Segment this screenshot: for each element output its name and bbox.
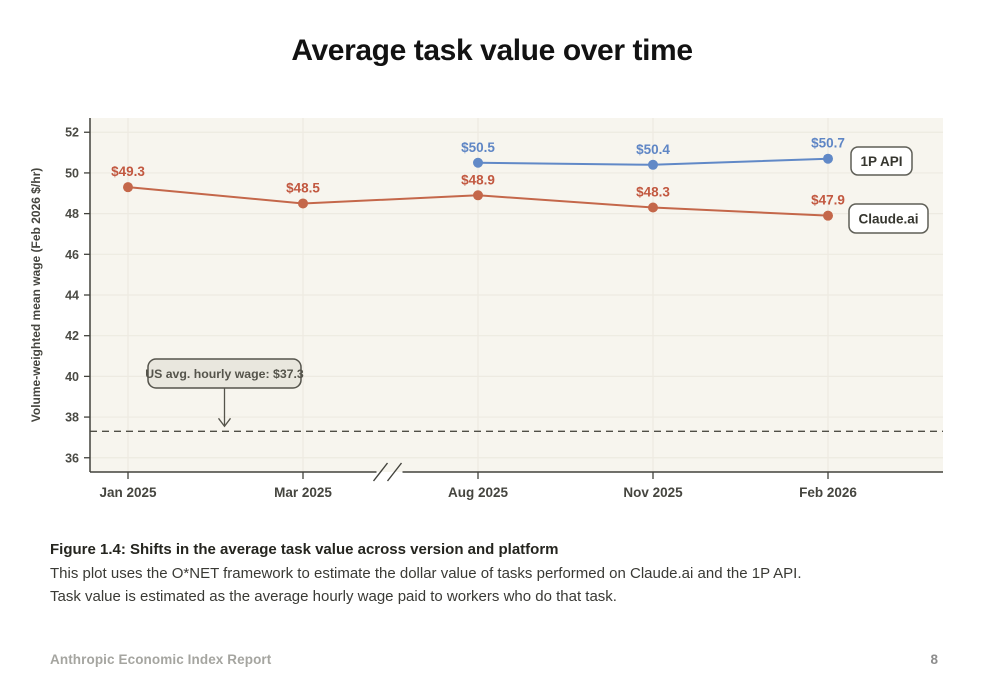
y-tick-label: 44 xyxy=(65,289,79,303)
data-point xyxy=(823,210,833,221)
data-point-label: $47.9 xyxy=(811,193,845,208)
line-chart: 36 38 40 42 44 46 48 50 52 Jan 2025 Mar 2025 Aug 20… xyxy=(29,118,943,500)
y-tick-label: 50 xyxy=(65,166,79,180)
annotation-arrowhead xyxy=(217,417,232,428)
page-footer: Anthropic Economic Index Report 8 xyxy=(50,652,938,667)
us-avg-wage-annotation-label: US avg. hourly wage: $37.3 xyxy=(145,367,304,381)
x-tick-label: Mar 2025 xyxy=(274,485,332,500)
y-tick-label: 40 xyxy=(65,370,79,384)
x-tick-label: Feb 2026 xyxy=(799,485,857,500)
figure-caption-line2: Task value is estimated as the average h… xyxy=(50,588,617,605)
legend-box-1p-api xyxy=(850,146,913,176)
data-point xyxy=(823,153,833,164)
legend-box-claude-ai xyxy=(848,203,929,234)
figure-caption-title: Figure 1.4: Shifts in the average task v… xyxy=(50,541,559,558)
report-name: Anthropic Economic Index Report xyxy=(50,652,272,667)
legend-label: 1P API xyxy=(860,154,902,169)
y-tick-label: 36 xyxy=(65,451,79,465)
figure-caption: Figure 1.4: Shifts in the average task v… xyxy=(50,538,944,608)
x-tick-label: Jan 2025 xyxy=(99,485,157,500)
x-tick-label: Nov 2025 xyxy=(623,485,683,500)
x-tick-label: Aug 2025 xyxy=(448,485,509,500)
data-point xyxy=(123,182,133,193)
y-tick-label: 46 xyxy=(65,248,79,262)
y-tick-label: 42 xyxy=(65,329,79,343)
data-point-label: $50.4 xyxy=(636,142,670,157)
data-point-label: $48.5 xyxy=(286,180,320,195)
data-point xyxy=(648,202,658,213)
page-number: 8 xyxy=(930,652,938,667)
data-point-label: $50.5 xyxy=(461,140,495,155)
y-axis-title: Volume-weighted mean wage (Feb 2026 $/hr… xyxy=(29,168,43,423)
data-point xyxy=(648,159,658,170)
data-point xyxy=(473,157,483,168)
data-point xyxy=(298,198,308,209)
data-point-label: $48.9 xyxy=(461,172,495,187)
y-tick-label: 48 xyxy=(65,207,79,221)
figure-caption-line1: This plot uses the O*NET framework to es… xyxy=(50,565,802,582)
y-tick-label: 38 xyxy=(65,411,79,425)
page-title: Average task value over time xyxy=(291,34,693,67)
y-tick-label: 52 xyxy=(65,126,79,140)
data-point-label: $50.7 xyxy=(811,136,845,151)
axis-break-slash xyxy=(386,462,403,482)
chart-figure: 36 38 40 42 44 46 48 50 52 Jan 2025 Mar 2025 Aug 20… xyxy=(0,100,984,510)
data-point-label: $48.3 xyxy=(636,185,670,200)
axis-break-slash xyxy=(372,462,389,482)
data-point xyxy=(473,190,483,201)
data-point-label: $49.3 xyxy=(111,164,145,179)
legend-label: Claude.ai xyxy=(858,211,918,226)
